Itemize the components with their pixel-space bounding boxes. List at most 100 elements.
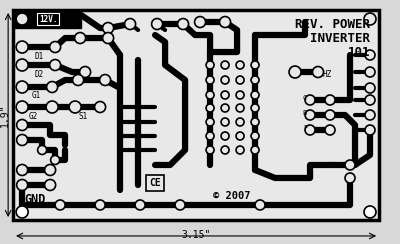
- Circle shape: [236, 76, 244, 84]
- Text: D1: D1: [34, 52, 43, 61]
- Circle shape: [364, 13, 376, 25]
- Text: F: F: [303, 125, 307, 131]
- Circle shape: [206, 146, 214, 154]
- Circle shape: [251, 118, 259, 126]
- Circle shape: [365, 50, 375, 60]
- Circle shape: [251, 146, 259, 154]
- Circle shape: [103, 22, 114, 33]
- Text: GND: GND: [24, 193, 46, 206]
- Circle shape: [206, 61, 214, 69]
- Circle shape: [80, 67, 91, 78]
- Circle shape: [221, 91, 229, 99]
- Circle shape: [206, 76, 214, 84]
- Circle shape: [236, 91, 244, 99]
- Text: REV. POWER: REV. POWER: [295, 18, 370, 31]
- Circle shape: [194, 17, 206, 28]
- Circle shape: [69, 101, 81, 113]
- Circle shape: [221, 132, 229, 140]
- Circle shape: [16, 81, 28, 93]
- Circle shape: [50, 60, 61, 71]
- Circle shape: [325, 110, 335, 120]
- Bar: [13, 10, 379, 220]
- Circle shape: [38, 145, 47, 154]
- Circle shape: [365, 95, 375, 105]
- Circle shape: [17, 120, 28, 131]
- Circle shape: [251, 76, 259, 84]
- Circle shape: [206, 118, 214, 126]
- Circle shape: [16, 59, 28, 71]
- Circle shape: [178, 19, 188, 30]
- Circle shape: [17, 134, 28, 145]
- Circle shape: [16, 101, 28, 113]
- Circle shape: [345, 160, 355, 170]
- Circle shape: [220, 17, 230, 28]
- Circle shape: [45, 164, 56, 175]
- Circle shape: [251, 132, 259, 140]
- Circle shape: [325, 125, 335, 135]
- Circle shape: [50, 41, 61, 52]
- Circle shape: [251, 104, 259, 112]
- Circle shape: [135, 200, 145, 210]
- Text: C: C: [303, 95, 307, 101]
- Circle shape: [236, 61, 244, 69]
- Text: INVERTER: INVERTER: [310, 32, 370, 45]
- Circle shape: [221, 118, 229, 126]
- Circle shape: [51, 155, 60, 164]
- Text: © 2007: © 2007: [213, 191, 251, 201]
- Circle shape: [255, 200, 265, 210]
- Circle shape: [365, 110, 375, 120]
- Circle shape: [305, 110, 315, 120]
- Circle shape: [95, 200, 105, 210]
- Circle shape: [55, 200, 65, 210]
- Text: S1: S1: [78, 112, 87, 121]
- Text: 1.9": 1.9": [0, 103, 10, 127]
- Circle shape: [46, 101, 58, 113]
- Text: 3.15": 3.15": [181, 230, 211, 240]
- Circle shape: [45, 180, 56, 191]
- Circle shape: [47, 81, 58, 92]
- Circle shape: [221, 61, 229, 69]
- Circle shape: [365, 83, 375, 93]
- Text: B: B: [303, 110, 307, 116]
- Circle shape: [16, 13, 28, 25]
- Bar: [13, 10, 81, 28]
- Circle shape: [206, 104, 214, 112]
- Text: 101: 101: [348, 46, 370, 59]
- Circle shape: [345, 173, 355, 183]
- Circle shape: [16, 41, 28, 53]
- Circle shape: [251, 91, 259, 99]
- Circle shape: [325, 95, 335, 105]
- Circle shape: [206, 91, 214, 99]
- Circle shape: [236, 118, 244, 126]
- Circle shape: [175, 200, 185, 210]
- Circle shape: [206, 132, 214, 140]
- Circle shape: [364, 206, 376, 218]
- Text: D2: D2: [34, 70, 43, 79]
- Circle shape: [103, 32, 114, 43]
- Circle shape: [289, 66, 301, 78]
- Circle shape: [312, 67, 324, 78]
- Circle shape: [221, 104, 229, 112]
- Circle shape: [365, 67, 375, 77]
- Circle shape: [305, 95, 315, 105]
- Text: G1: G1: [31, 91, 40, 100]
- Text: HZ: HZ: [322, 70, 331, 79]
- Circle shape: [18, 15, 26, 23]
- Circle shape: [73, 74, 84, 85]
- Circle shape: [221, 146, 229, 154]
- Circle shape: [100, 74, 111, 85]
- Circle shape: [236, 104, 244, 112]
- Circle shape: [221, 76, 229, 84]
- Circle shape: [365, 125, 375, 135]
- Circle shape: [17, 180, 28, 191]
- Text: CE: CE: [149, 178, 161, 188]
- Text: G2: G2: [28, 112, 37, 121]
- Circle shape: [125, 19, 136, 30]
- Circle shape: [16, 206, 28, 218]
- Circle shape: [236, 132, 244, 140]
- Circle shape: [75, 32, 86, 43]
- Circle shape: [17, 164, 28, 175]
- Circle shape: [305, 125, 315, 135]
- Circle shape: [152, 19, 162, 30]
- Circle shape: [95, 102, 106, 112]
